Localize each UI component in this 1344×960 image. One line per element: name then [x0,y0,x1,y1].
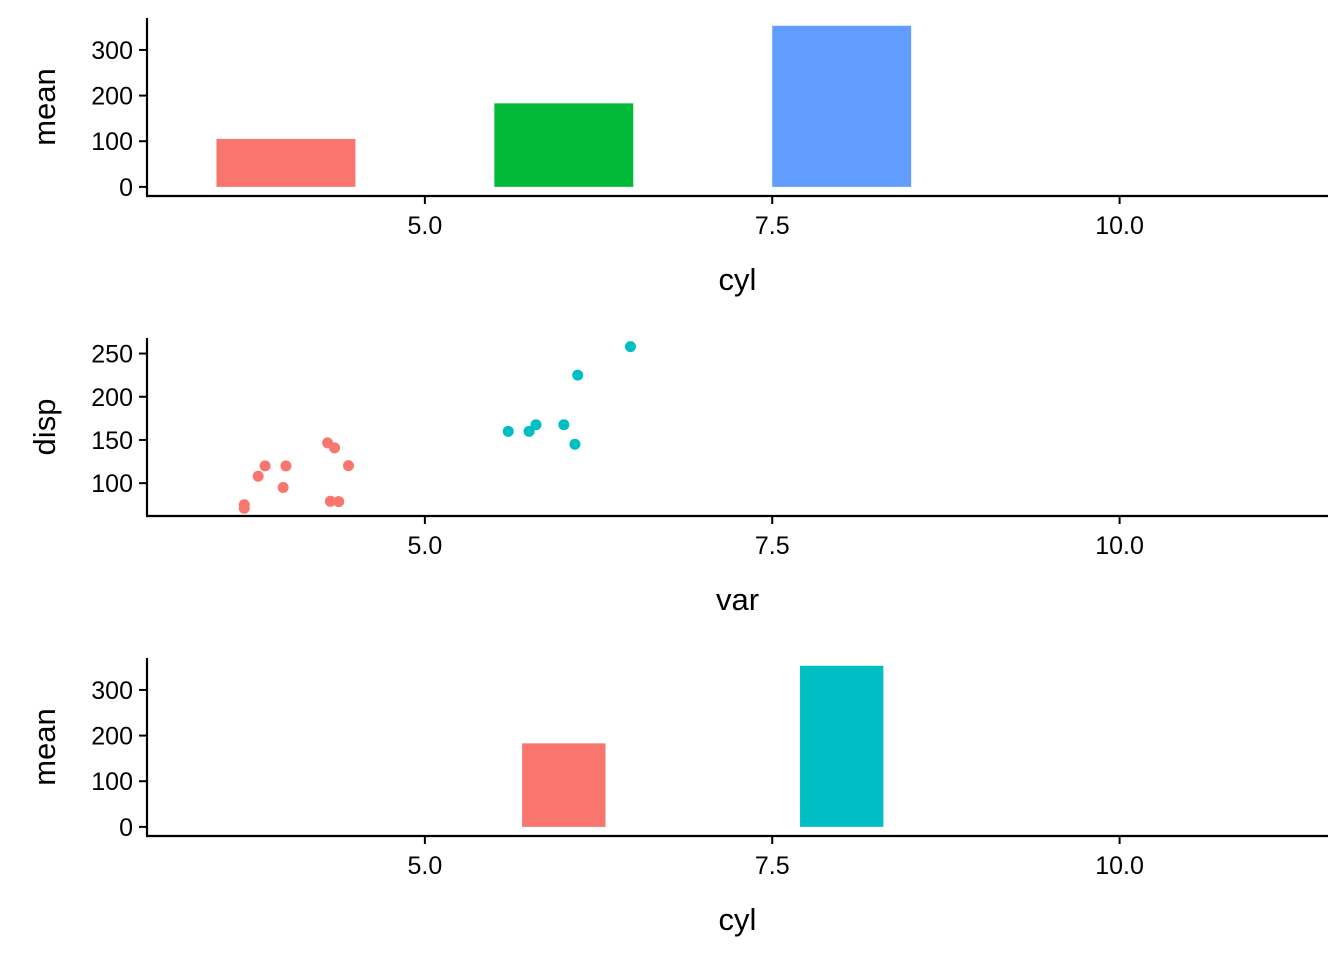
scatter-point [329,442,341,454]
y-tick-label: 100 [91,470,133,498]
bar-8 [772,25,912,187]
scatter-point [342,460,354,472]
scatter-point [625,341,637,353]
x-tick-label: 7.5 [755,212,790,240]
scatter-point [252,470,264,482]
bar-6 [494,103,634,187]
x-tick-label: 10.0 [1095,532,1144,560]
y-axis-title: mean [27,68,62,146]
bar-6 [522,743,606,827]
y-tick-label: 250 [91,341,133,369]
bar-4 [216,138,356,187]
y-tick-label: 150 [91,427,133,455]
scatter-point [572,369,584,381]
x-tick-label: 7.5 [755,532,790,560]
scatter-point [530,419,542,431]
y-tick-label: 300 [91,37,133,65]
scatter-point [333,496,345,508]
x-tick-label: 5.0 [407,852,442,880]
y-tick-label: 100 [91,768,133,796]
scatter-point [324,495,336,507]
bar-8 [800,665,884,827]
y-tick-label: 200 [91,83,133,111]
x-tick-label: 5.0 [407,212,442,240]
y-tick-label: 0 [119,174,133,202]
x-axis-title: var [716,582,759,617]
y-tick-label: 100 [91,128,133,156]
x-tick-label: 10.0 [1095,212,1144,240]
x-axis-title: cyl [719,262,757,297]
y-tick-label: 300 [91,677,133,705]
y-tick-label: 0 [119,814,133,842]
scatter-point [523,425,535,437]
y-tick-label: 200 [91,384,133,412]
scatter-point [277,481,289,493]
y-tick-label: 200 [91,723,133,751]
scatter-point [280,460,292,472]
scatter-panel-var-disp: 5.0 7.5 10.0 100 150 200 250 var disp [27,338,1328,617]
y-axis-title: disp [27,399,62,456]
bar-panel-cyl-mean: 5.0 7.5 10.0 0 100 200 300 cyl mean [27,18,1328,297]
bar-panel-cyl-mean-narrow: 5.0 7.5 10.0 0 100 200 300 cyl mean [27,658,1328,937]
scatter-point [502,425,514,437]
x-tick-label: 10.0 [1095,852,1144,880]
x-axis-title: cyl [719,902,757,937]
x-tick-label: 5.0 [407,532,442,560]
x-tick-label: 7.5 [755,852,790,880]
scatter-point [259,460,271,472]
scatter-point [558,419,570,431]
scatter-point [569,438,581,450]
y-axis-title: mean [27,708,62,786]
scatter-point [238,499,250,511]
